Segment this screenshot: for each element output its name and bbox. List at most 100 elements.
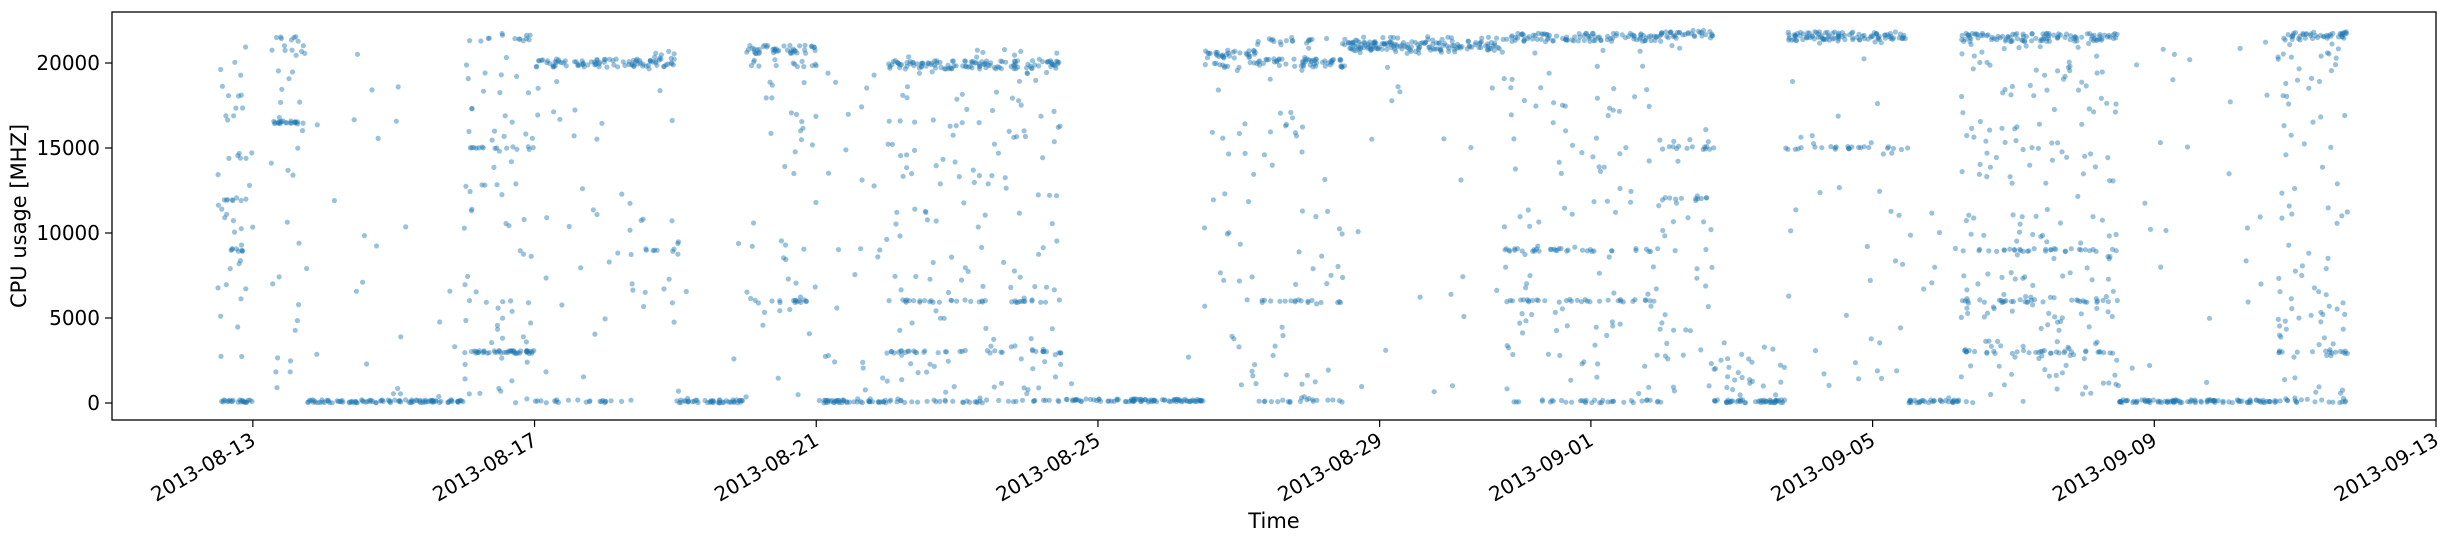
data-point xyxy=(666,48,672,55)
data-point xyxy=(2103,294,2109,300)
data-point xyxy=(2036,349,2042,355)
data-point xyxy=(812,61,819,67)
data-point xyxy=(2012,31,2018,38)
data-point xyxy=(1691,33,1697,39)
data-point xyxy=(1558,397,1565,404)
data-point xyxy=(499,30,505,37)
data-point xyxy=(1362,40,1368,46)
data-point xyxy=(2104,34,2110,40)
data-point xyxy=(1379,46,1385,52)
data-point xyxy=(1131,398,1137,404)
data-point xyxy=(2106,256,2112,262)
data-point xyxy=(1500,36,1506,43)
data-point xyxy=(1980,32,1986,38)
data-point xyxy=(406,399,412,405)
data-point xyxy=(2012,126,2018,132)
data-point xyxy=(2113,101,2119,107)
data-point xyxy=(1421,40,1427,47)
data-point xyxy=(501,133,507,139)
data-point xyxy=(866,398,872,405)
data-point xyxy=(2254,397,2260,403)
data-point xyxy=(1271,38,1277,45)
data-point xyxy=(985,62,991,68)
data-point xyxy=(293,119,299,125)
data-point xyxy=(461,225,467,231)
data-point xyxy=(1732,377,1738,383)
data-point xyxy=(1370,43,1376,49)
data-point xyxy=(517,350,523,356)
data-point xyxy=(1631,32,1637,39)
data-point xyxy=(1707,29,1713,35)
data-point xyxy=(2283,152,2289,158)
data-point xyxy=(2215,398,2221,404)
data-point xyxy=(682,398,689,404)
data-point xyxy=(2309,349,2316,355)
data-point xyxy=(739,397,745,404)
data-point xyxy=(991,336,997,342)
data-point xyxy=(592,331,598,337)
data-point xyxy=(1984,59,1990,65)
data-point xyxy=(895,396,901,402)
data-point xyxy=(1546,35,1552,41)
data-point xyxy=(480,88,487,94)
data-point xyxy=(1145,399,1151,405)
data-point xyxy=(300,120,306,126)
data-point xyxy=(2030,282,2036,288)
data-point xyxy=(1712,365,1718,372)
data-point xyxy=(1538,36,1544,42)
data-point xyxy=(1975,281,1981,287)
data-point xyxy=(1542,298,1548,304)
data-point xyxy=(948,66,954,72)
data-point xyxy=(670,248,676,254)
data-point xyxy=(920,60,926,66)
data-point xyxy=(1494,287,1500,293)
data-point xyxy=(615,64,621,70)
data-point xyxy=(1171,396,1177,402)
data-point xyxy=(1423,39,1429,45)
data-point xyxy=(1791,32,1797,38)
data-point xyxy=(240,399,246,405)
data-point xyxy=(720,399,726,405)
data-point xyxy=(2267,399,2273,405)
data-point xyxy=(237,258,244,264)
data-point xyxy=(2192,400,2198,406)
data-point xyxy=(2110,35,2117,42)
data-point xyxy=(1644,397,1650,403)
data-point xyxy=(1590,30,1596,36)
data-point xyxy=(2101,350,2107,356)
data-point xyxy=(1495,44,1501,51)
data-point xyxy=(906,298,912,304)
data-point xyxy=(1338,63,1344,69)
data-point xyxy=(1806,30,1812,36)
data-point xyxy=(1835,38,1841,44)
data-point xyxy=(803,298,810,304)
data-point xyxy=(295,119,301,125)
data-point xyxy=(1516,399,1522,405)
data-point xyxy=(1013,398,1019,404)
data-point xyxy=(1330,397,1336,403)
data-point xyxy=(831,400,837,406)
data-point xyxy=(1477,41,1483,47)
data-point xyxy=(1815,31,1821,37)
data-point xyxy=(1408,48,1414,55)
data-point xyxy=(492,145,498,151)
data-point xyxy=(2110,32,2117,38)
data-point xyxy=(937,398,943,404)
data-point xyxy=(2017,246,2023,252)
data-point xyxy=(1651,33,1657,39)
data-point xyxy=(2056,327,2062,333)
data-point xyxy=(637,58,643,64)
data-point xyxy=(1971,215,1977,221)
data-point xyxy=(604,64,610,70)
data-point xyxy=(397,398,403,404)
data-point xyxy=(243,399,250,405)
data-point xyxy=(494,349,500,355)
data-point xyxy=(2114,357,2120,363)
data-point xyxy=(911,147,918,153)
data-point xyxy=(1029,347,1035,353)
data-point xyxy=(716,397,722,404)
data-point xyxy=(2206,397,2212,403)
data-point xyxy=(2326,303,2332,309)
data-point xyxy=(223,113,229,119)
data-point xyxy=(1835,34,1841,40)
